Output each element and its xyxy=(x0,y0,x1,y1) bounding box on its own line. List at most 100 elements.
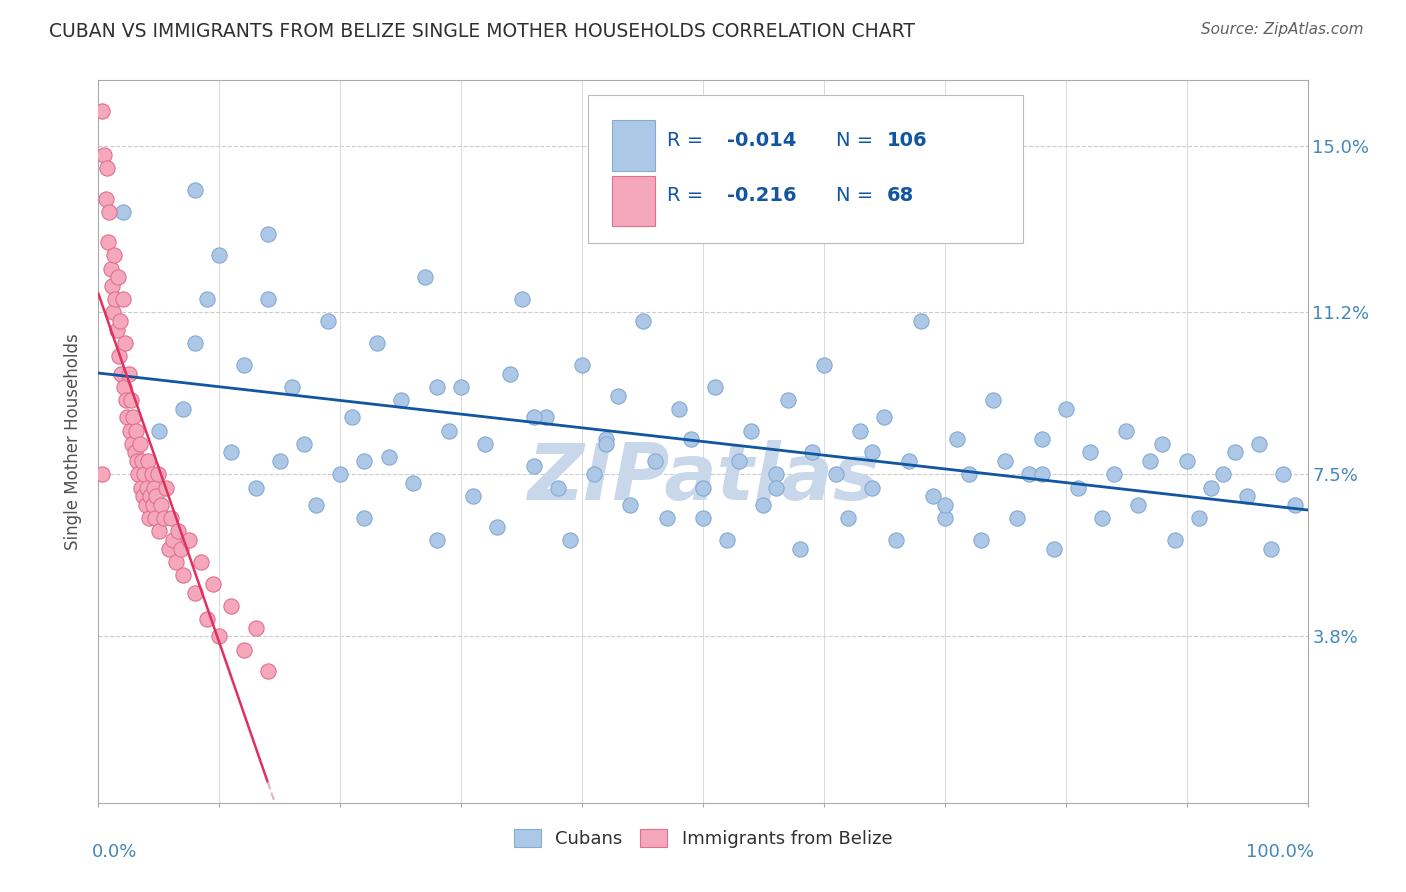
Point xyxy=(138,511,160,525)
Point xyxy=(124,445,146,459)
Point xyxy=(1007,511,1029,525)
Point xyxy=(136,454,159,468)
Point xyxy=(789,541,811,556)
Point xyxy=(131,454,153,468)
Point xyxy=(644,454,666,468)
Point xyxy=(221,445,243,459)
Point xyxy=(142,498,165,512)
FancyBboxPatch shape xyxy=(588,95,1024,243)
Point xyxy=(145,489,167,503)
Point xyxy=(1128,498,1150,512)
Point xyxy=(655,511,678,525)
Point xyxy=(305,498,328,512)
Point xyxy=(934,498,956,512)
Point xyxy=(117,410,139,425)
Point xyxy=(849,424,872,438)
Point xyxy=(221,599,243,613)
Point xyxy=(114,336,136,351)
Point xyxy=(104,292,127,306)
Point xyxy=(583,467,606,482)
Point xyxy=(426,533,449,547)
Point xyxy=(179,533,201,547)
Point xyxy=(813,358,835,372)
Point xyxy=(1115,424,1137,438)
Point xyxy=(353,511,375,525)
Point xyxy=(668,401,690,416)
Point xyxy=(860,481,883,495)
Point xyxy=(165,555,187,569)
Point xyxy=(256,292,278,306)
Point xyxy=(1188,511,1211,525)
Point xyxy=(1102,467,1125,482)
Point xyxy=(107,270,129,285)
Point xyxy=(129,481,152,495)
Point xyxy=(316,314,339,328)
Text: 100.0%: 100.0% xyxy=(1246,843,1313,861)
Point xyxy=(172,568,194,582)
Point xyxy=(1054,401,1077,416)
Point xyxy=(353,454,375,468)
Point xyxy=(118,424,141,438)
Point xyxy=(98,204,121,219)
Point xyxy=(1031,467,1053,482)
Point xyxy=(157,541,180,556)
Point xyxy=(91,467,114,482)
Point xyxy=(510,292,533,306)
Point xyxy=(245,621,267,635)
Point xyxy=(679,433,702,447)
Text: Source: ZipAtlas.com: Source: ZipAtlas.com xyxy=(1201,22,1364,37)
Point xyxy=(96,161,118,175)
Text: CUBAN VS IMMIGRANTS FROM BELIZE SINGLE MOTHER HOUSEHOLDS CORRELATION CHART: CUBAN VS IMMIGRANTS FROM BELIZE SINGLE M… xyxy=(49,22,915,41)
Point xyxy=(184,183,207,197)
Point xyxy=(1042,541,1064,556)
Point xyxy=(1152,436,1174,450)
Point xyxy=(101,305,124,319)
Point xyxy=(837,511,859,525)
Text: N =: N = xyxy=(837,131,880,150)
Point xyxy=(269,454,291,468)
Point xyxy=(970,533,993,547)
Point xyxy=(132,489,155,503)
Point xyxy=(1236,489,1258,503)
Point xyxy=(162,533,184,547)
Point xyxy=(112,380,135,394)
Text: R =: R = xyxy=(666,186,709,205)
Point xyxy=(135,498,157,512)
Point xyxy=(256,665,278,679)
Point xyxy=(1212,467,1234,482)
Text: R =: R = xyxy=(666,131,709,150)
Point xyxy=(103,248,125,262)
Text: -0.014: -0.014 xyxy=(727,131,797,150)
Point xyxy=(486,520,509,534)
Point xyxy=(752,498,775,512)
Point xyxy=(108,349,131,363)
Point xyxy=(981,392,1004,407)
Point xyxy=(946,433,969,447)
Point xyxy=(1175,454,1198,468)
Point xyxy=(134,467,156,482)
Point xyxy=(111,204,134,219)
Point xyxy=(692,481,714,495)
Point xyxy=(595,436,617,450)
Point xyxy=(776,392,799,407)
Point xyxy=(825,467,848,482)
Point xyxy=(765,467,787,482)
Point xyxy=(118,367,141,381)
Point xyxy=(148,524,170,539)
Point xyxy=(292,436,315,450)
Point xyxy=(120,392,142,407)
Point xyxy=(595,433,617,447)
Point xyxy=(716,533,738,547)
Point xyxy=(110,367,132,381)
Point xyxy=(93,147,115,161)
Text: N =: N = xyxy=(837,186,880,205)
Point xyxy=(245,481,267,495)
Point xyxy=(125,424,148,438)
Legend: Cubans, Immigrants from Belize: Cubans, Immigrants from Belize xyxy=(506,822,900,855)
Point xyxy=(256,227,278,241)
Point xyxy=(184,585,207,599)
Point xyxy=(190,555,212,569)
Point xyxy=(692,511,714,525)
Point xyxy=(143,481,166,495)
Point xyxy=(921,489,943,503)
